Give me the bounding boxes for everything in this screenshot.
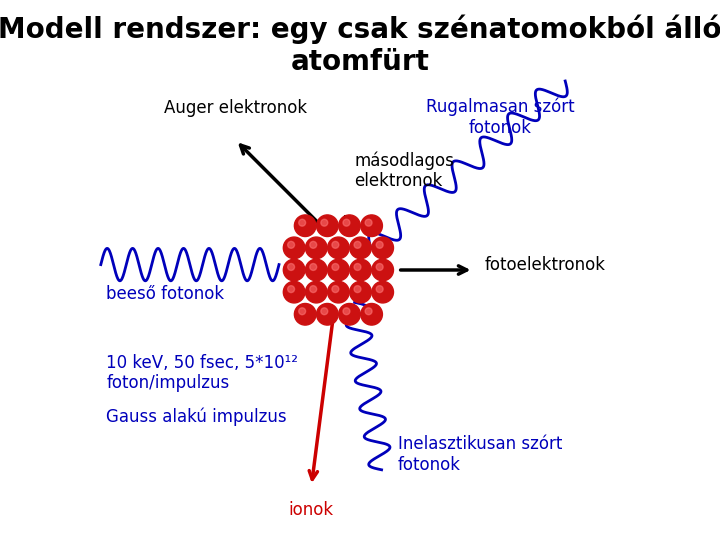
Circle shape: [328, 259, 349, 281]
Circle shape: [310, 241, 317, 248]
Circle shape: [283, 281, 305, 303]
Circle shape: [305, 259, 327, 281]
Text: Rugalmasan szórt
fotonok: Rugalmasan szórt fotonok: [426, 97, 575, 137]
Circle shape: [332, 286, 339, 293]
Circle shape: [288, 286, 294, 293]
Circle shape: [376, 286, 383, 293]
Circle shape: [305, 237, 327, 259]
Circle shape: [328, 281, 349, 303]
Circle shape: [288, 241, 294, 248]
Text: Modell rendszer: egy csak szénatomokból álló: Modell rendszer: egy csak szénatomokból …: [0, 15, 720, 44]
Text: Inelasztikusan szórt
fotonok: Inelasztikusan szórt fotonok: [397, 435, 562, 474]
Circle shape: [332, 264, 339, 271]
Circle shape: [321, 219, 328, 226]
Circle shape: [343, 219, 350, 226]
Circle shape: [372, 259, 394, 281]
Circle shape: [376, 241, 383, 248]
Text: ionok: ionok: [289, 501, 334, 519]
Circle shape: [365, 308, 372, 315]
Circle shape: [288, 264, 294, 271]
Circle shape: [294, 215, 316, 237]
Circle shape: [361, 303, 382, 325]
Circle shape: [361, 215, 382, 237]
Circle shape: [310, 264, 317, 271]
Circle shape: [321, 308, 328, 315]
Circle shape: [328, 237, 349, 259]
Circle shape: [354, 286, 361, 293]
Text: beeső fotonok: beeső fotonok: [107, 285, 225, 303]
Circle shape: [343, 308, 350, 315]
Text: másodlagos
elektronok: másodlagos elektronok: [355, 151, 454, 191]
Circle shape: [354, 241, 361, 248]
Circle shape: [372, 281, 394, 303]
Circle shape: [299, 219, 305, 226]
Text: fotoelektronok: fotoelektronok: [484, 255, 606, 274]
Circle shape: [338, 215, 360, 237]
Circle shape: [305, 281, 327, 303]
Text: 10 keV, 50 fsec, 5*10¹²
foton/impulzus: 10 keV, 50 fsec, 5*10¹² foton/impulzus: [107, 354, 298, 393]
Circle shape: [365, 219, 372, 226]
Circle shape: [338, 303, 360, 325]
Circle shape: [310, 286, 317, 293]
Circle shape: [283, 259, 305, 281]
Circle shape: [294, 303, 316, 325]
Circle shape: [350, 259, 372, 281]
Circle shape: [354, 264, 361, 271]
Circle shape: [317, 215, 338, 237]
Circle shape: [283, 237, 305, 259]
Circle shape: [372, 237, 394, 259]
Circle shape: [350, 237, 372, 259]
Circle shape: [317, 303, 338, 325]
Circle shape: [332, 241, 339, 248]
Text: atomfürt: atomfürt: [291, 48, 429, 76]
Circle shape: [376, 264, 383, 271]
Circle shape: [299, 308, 305, 315]
Text: Auger elektronok: Auger elektronok: [164, 99, 307, 117]
Circle shape: [350, 281, 372, 303]
Text: Gauss alakú impulzus: Gauss alakú impulzus: [107, 408, 287, 426]
